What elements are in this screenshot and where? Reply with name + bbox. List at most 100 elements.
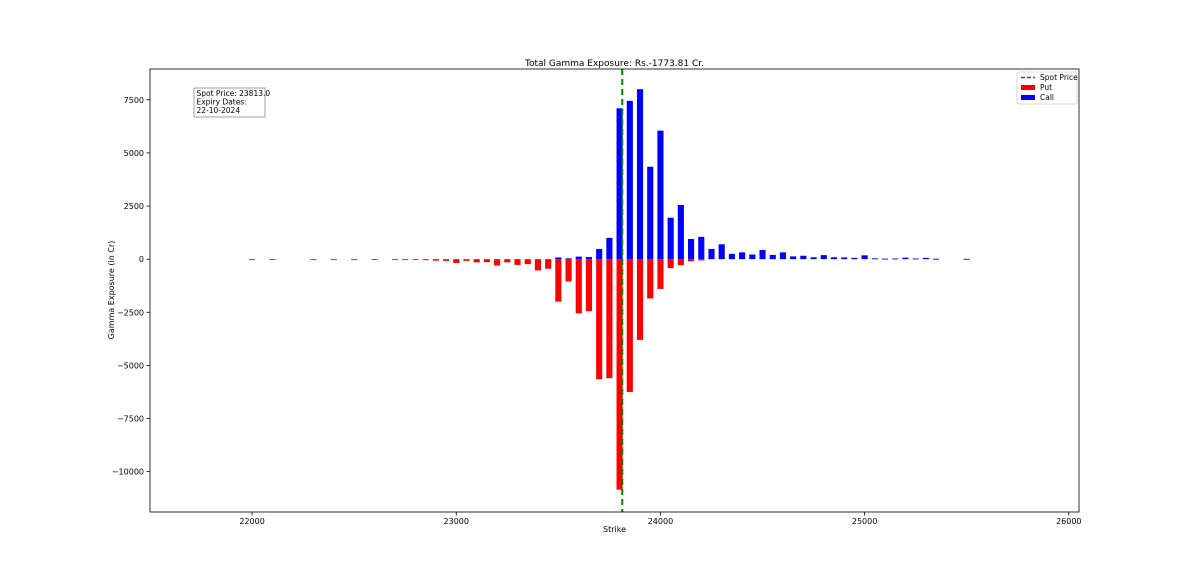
- put-bar: [483, 259, 490, 263]
- y-axis: −10000 −7500 −5000 −2500 0 2500 5000 7500: [112, 96, 150, 477]
- put-bar: [310, 259, 317, 261]
- put-bar: [688, 259, 695, 262]
- put-bar: [524, 259, 531, 265]
- call-bar: [575, 256, 582, 260]
- x-tick-label: 24000: [648, 517, 673, 526]
- legend-put-swatch: [1021, 85, 1035, 90]
- put-bar: [504, 259, 511, 263]
- put-bar: [698, 259, 705, 261]
- put-bar: [636, 259, 644, 340]
- put-bar: [391, 259, 399, 261]
- call-bar: [861, 255, 868, 260]
- put-bar: [453, 259, 460, 263]
- x-tick-label: 22000: [239, 517, 264, 526]
- expiry-dates-label: Expiry Dates:: [197, 98, 247, 107]
- call-bar: [749, 254, 756, 260]
- call-bar: [739, 252, 746, 260]
- put-bar: [432, 259, 439, 261]
- put-bar: [616, 259, 623, 490]
- chart-title: Total Gamma Exposure: Rs.-1773.81 Cr.: [524, 59, 704, 69]
- call-bar: [728, 253, 735, 260]
- call-bar: [677, 204, 684, 260]
- call-bar: [851, 257, 858, 260]
- call-bar: [830, 257, 838, 260]
- put-bar: [269, 259, 276, 261]
- legend-put-label: Put: [1040, 83, 1052, 92]
- call-bar: [841, 257, 848, 260]
- put-bar: [351, 259, 358, 261]
- put-bar: [565, 259, 572, 282]
- call-bar: [718, 244, 725, 260]
- call-bar: [708, 248, 715, 260]
- put-bar: [677, 259, 684, 266]
- call-bar: [626, 100, 633, 260]
- y-tick-label: 0: [139, 255, 144, 264]
- put-bar: [657, 259, 664, 289]
- call-bar: [636, 89, 644, 260]
- put-bar: [249, 259, 256, 261]
- expiry-date-value: 22-10-2024: [197, 106, 241, 115]
- put-bars-group: [249, 259, 705, 490]
- legend-call-swatch: [1021, 95, 1035, 100]
- put-bar: [545, 259, 552, 269]
- put-bar: [596, 259, 603, 380]
- call-bar: [698, 236, 705, 260]
- call-bar: [555, 257, 562, 260]
- x-tick-label: 26000: [1056, 517, 1081, 526]
- put-bar: [412, 259, 419, 261]
- legend-spot-price-label: Spot Price: [1040, 73, 1078, 82]
- put-bar: [575, 259, 582, 314]
- put-bar: [534, 259, 541, 271]
- y-tick-label: 2500: [124, 202, 144, 211]
- legend-call-label: Call: [1040, 93, 1054, 102]
- call-bar: [892, 258, 899, 260]
- y-axis-title: Gamma Exposure (in Cr): [107, 241, 116, 340]
- y-tick-label: −7500: [117, 415, 144, 424]
- call-bar: [565, 258, 572, 260]
- put-bar: [494, 259, 501, 266]
- put-bar: [473, 259, 480, 263]
- call-bar: [657, 130, 664, 260]
- call-bar: [585, 257, 593, 260]
- call-bar: [963, 258, 970, 260]
- call-bar: [688, 238, 695, 260]
- put-bar: [606, 259, 613, 379]
- put-bar: [402, 259, 409, 261]
- call-bar: [606, 237, 613, 260]
- put-bar: [442, 259, 450, 261]
- call-bar: [881, 258, 889, 260]
- y-tick-label: −10000: [112, 468, 144, 477]
- y-tick-label: −2500: [117, 308, 144, 317]
- call-bar: [800, 255, 807, 260]
- info-box: Spot Price: 23813.0 Expiry Dates: 22-10-…: [193, 87, 271, 118]
- call-bar: [647, 166, 654, 260]
- spot-price-annotation: Spot Price: 23813.0: [197, 89, 271, 98]
- call-bar: [902, 257, 909, 260]
- y-tick-label: 7500: [124, 96, 144, 105]
- call-bar: [667, 217, 674, 260]
- call-bar: [596, 248, 603, 260]
- x-tick-label: 23000: [444, 517, 469, 526]
- put-bar: [555, 259, 562, 302]
- call-bar: [912, 258, 919, 260]
- put-bar: [647, 259, 654, 299]
- put-bar: [667, 259, 674, 269]
- legend: Spot Price Put Call: [1016, 71, 1078, 105]
- x-axis: 22000 23000 24000 25000 26000: [239, 512, 1082, 526]
- call-bar: [769, 254, 776, 260]
- call-bar: [779, 252, 787, 260]
- y-tick-label: 5000: [124, 149, 144, 158]
- call-bar: [871, 258, 878, 260]
- call-bar: [810, 257, 817, 260]
- call-bar: [922, 257, 929, 260]
- call-bar: [820, 255, 827, 260]
- put-bar: [514, 259, 521, 265]
- call-bar: [616, 108, 623, 260]
- put-bar: [422, 259, 429, 261]
- put-bar: [371, 259, 378, 261]
- put-bar: [626, 259, 633, 392]
- call-bar: [759, 250, 766, 260]
- x-axis-title: Strike: [603, 525, 626, 534]
- y-tick-label: −5000: [117, 361, 144, 370]
- put-bar: [585, 259, 593, 312]
